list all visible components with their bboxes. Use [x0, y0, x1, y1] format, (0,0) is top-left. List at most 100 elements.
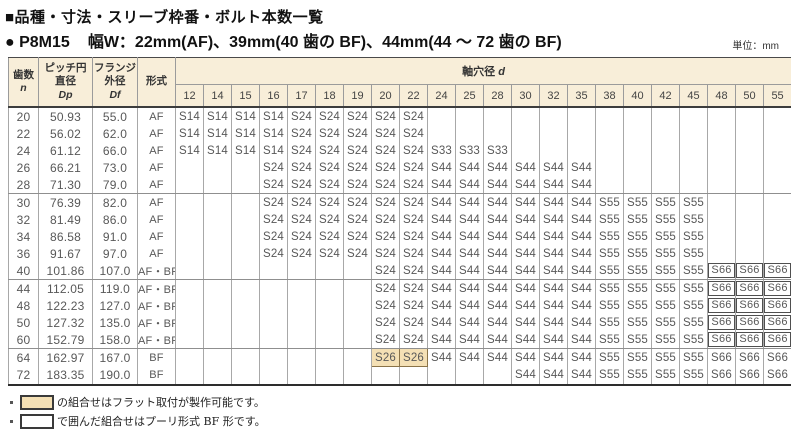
sleeve-cell: S24: [287, 211, 316, 228]
sleeve-cell: [679, 125, 708, 142]
table-body: 20 50.93 55.0 AF S14 S14 S14 S14 S24 S24 S24 S24 S24…: [8, 107, 791, 386]
bullet-icon: [10, 400, 13, 404]
sleeve-cell: S44: [483, 279, 512, 297]
sleeve-cell: [762, 159, 791, 176]
sleeve-cell: S44: [427, 211, 456, 228]
teeth-count: 48: [8, 297, 39, 314]
sleeve-cell: [735, 193, 764, 211]
sleeve-cell: S44: [539, 176, 568, 194]
sleeve-cell: [567, 107, 596, 125]
sleeve-cell: [735, 211, 764, 228]
sleeve-cell: [175, 262, 204, 280]
pitch-diameter: 127.32: [38, 314, 93, 331]
sleeve-cell: [567, 125, 596, 142]
sleeve-cell: [203, 245, 232, 262]
sleeve-cell: [259, 348, 288, 367]
pitch-diameter: 112.05: [38, 279, 93, 297]
sleeve-cell: [455, 125, 484, 142]
sleeve-cell: S24: [287, 125, 316, 142]
sleeve-cell: S14: [259, 125, 288, 142]
sleeve-cell: S66: [735, 279, 764, 297]
sleeve-cell: [623, 159, 652, 176]
bore-header-cell: 32: [539, 84, 568, 108]
sleeve-cell: S14: [259, 107, 288, 125]
sleeve-cell: S66: [762, 314, 791, 331]
sleeve-cell: S44: [455, 314, 484, 331]
teeth-count: 72: [8, 366, 39, 386]
sleeve-cell: [735, 142, 764, 159]
sleeve-cell: S55: [651, 366, 680, 386]
flange-diameter: 119.0: [92, 279, 138, 297]
sleeve-cell: [203, 297, 232, 314]
flange-diameter: 158.0: [92, 331, 138, 349]
table-row: 40 101.86 107.0 AF・BF S24 S24 S44 S44 S44 S44 S44 S…: [8, 262, 791, 280]
sleeve-cell: S55: [679, 279, 708, 297]
sleeve-cell: S44: [427, 245, 456, 262]
sleeve-cell: S66: [707, 366, 736, 386]
sleeve-cell: [287, 262, 316, 280]
sleeve-cell: [259, 262, 288, 280]
footnote-flat-mount: の組合せはフラット取付が製作可能です。: [8, 393, 266, 411]
bore-header-cell: 19: [343, 84, 372, 108]
sleeve-cell: [595, 159, 624, 176]
model-subtitle: ● P8M15 幅W：22mm(AF)、39mm(40 歯の BF)、44mm(4…: [5, 28, 562, 52]
table-row: 48 122.23 127.0 AF・BF S24 S24 S44 S44 S44 S44 S44 S…: [8, 297, 791, 314]
pitch-diameter: 91.67: [38, 245, 93, 262]
sleeve-cell: [175, 366, 204, 386]
sleeve-cell: S44: [427, 348, 456, 367]
sleeve-cell: [762, 228, 791, 245]
sleeve-cell: [735, 228, 764, 245]
sleeve-cell: [623, 107, 652, 125]
sleeve-cell: [707, 176, 736, 194]
sleeve-cell: [707, 193, 736, 211]
sleeve-cell: S55: [679, 331, 708, 349]
teeth-count: 34: [8, 228, 39, 245]
sleeve-cell: S24: [259, 228, 288, 245]
sleeve-cell: [287, 331, 316, 349]
sleeve-cell: [259, 279, 288, 297]
sleeve-cell: [315, 348, 344, 367]
sleeve-cell: S24: [371, 314, 400, 331]
sleeve-cell: [203, 314, 232, 331]
bf-box: S66: [764, 315, 791, 330]
sleeve-cell: [231, 366, 260, 386]
sleeve-cell: S55: [623, 245, 652, 262]
width-spec: 幅W：22mm(AF)、39mm(40 歯の BF)、44mm(44 ～ 72 …: [87, 34, 562, 51]
sleeve-cell: S24: [399, 228, 428, 245]
sleeve-cell: S14: [175, 125, 204, 142]
sleeve-cell: [762, 245, 791, 262]
sleeve-cell: S44: [455, 228, 484, 245]
tan-swatch: [20, 394, 54, 410]
sleeve-cell: [203, 159, 232, 176]
sleeve-cell: S66: [707, 331, 736, 349]
sleeve-cell: S44: [567, 297, 596, 314]
sleeve-cell: [679, 107, 708, 125]
sleeve-cell: [735, 176, 764, 194]
sleeve-cell: S44: [483, 193, 512, 211]
sleeve-cell: [315, 331, 344, 349]
sleeve-cell: S44: [539, 193, 568, 211]
type-value: BF: [137, 348, 176, 367]
sleeve-cell: S24: [371, 193, 400, 211]
sleeve-cell: [595, 142, 624, 159]
bf-box: S66: [736, 298, 763, 313]
bf-box: S66: [764, 298, 791, 313]
pitch-diameter: 183.35: [38, 366, 93, 386]
sleeve-cell: [679, 142, 708, 159]
flange-diameter: 135.0: [92, 314, 138, 331]
sleeve-cell: S44: [567, 331, 596, 349]
sleeve-cell: [539, 125, 568, 142]
table-row: 36 91.67 97.0 AF S24 S24 S24 S24 S24 S24 S44 S44 S44…: [8, 245, 791, 262]
sleeve-cell: S24: [371, 297, 400, 314]
sleeve-cell: S55: [623, 279, 652, 297]
sleeve-cell: S24: [287, 176, 316, 194]
sleeve-cell: S24: [287, 245, 316, 262]
sleeve-cell: S33: [427, 142, 456, 159]
sleeve-cell: S24: [287, 193, 316, 211]
sleeve-cell: S24: [399, 297, 428, 314]
bore-header-cell: 28: [483, 84, 512, 108]
type-value: AF: [137, 176, 176, 194]
sleeve-cell: S55: [651, 314, 680, 331]
sleeve-cell: [175, 159, 204, 176]
sleeve-cell: S24: [399, 211, 428, 228]
